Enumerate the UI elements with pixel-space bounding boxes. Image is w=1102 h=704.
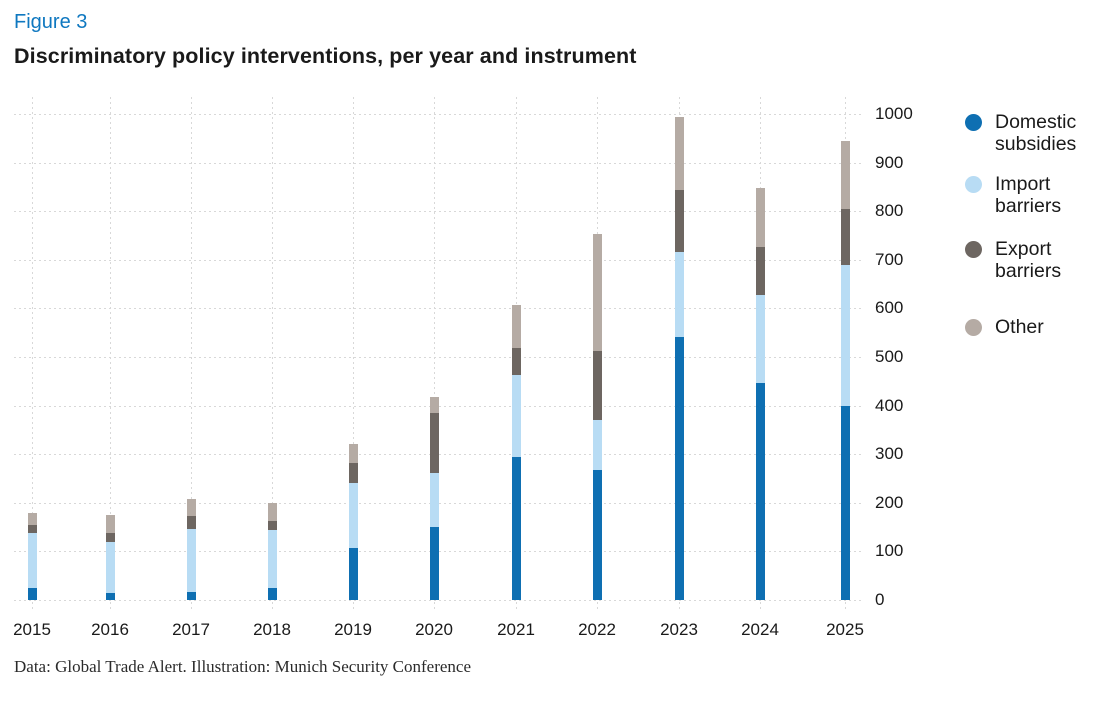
bar-segment-other (105, 514, 115, 534)
gridline-horizontal (14, 259, 861, 261)
bar-segment-export-barriers (840, 208, 850, 266)
legend-item-import-barriers: Import barriers (965, 173, 1062, 217)
y-axis-tick-label: 400 (875, 395, 904, 415)
bar-segment-domestic-subsidies (348, 547, 358, 600)
gridline-vertical (272, 97, 273, 610)
bar-segment-import-barriers (267, 529, 277, 589)
bar-segment-export-barriers (755, 246, 765, 295)
bar-segment-import-barriers (348, 482, 358, 548)
legend-label-export-barriers: Export barriers (995, 238, 1062, 282)
y-axis-tick-label: 0 (875, 590, 885, 609)
bar-segment-domestic-subsidies (840, 405, 850, 600)
y-axis-tick-label: 100 (875, 541, 904, 561)
bar-segment-domestic-subsidies (27, 587, 37, 600)
bar-segment-import-barriers (674, 251, 684, 337)
bar-segment-export-barriers (429, 413, 439, 473)
x-axis-year-label: 2016 (91, 620, 129, 639)
gridline-vertical (110, 97, 111, 610)
legend-label-domestic-subsidies: Domestic subsidies (995, 111, 1077, 155)
bar-segment-other (755, 188, 765, 247)
x-axis-year-label: 2023 (660, 620, 698, 639)
bar-segment-domestic-subsidies (267, 588, 277, 600)
x-axis-year-label: 2022 (578, 620, 616, 639)
bar-segment-domestic-subsidies (592, 470, 602, 600)
gridline-horizontal (14, 308, 861, 310)
gridline-vertical (32, 97, 33, 610)
x-axis-year-label: 2025 (826, 620, 864, 639)
x-axis-year-label: 2018 (253, 620, 291, 639)
y-axis-tick-label: 300 (875, 444, 904, 464)
bar-segment-other (348, 443, 358, 463)
bar-segment-domestic-subsidies (511, 456, 521, 600)
gridline-horizontal (14, 114, 861, 115)
legend-dot-export-barriers (965, 241, 982, 258)
bar-segment-export-barriers (592, 350, 602, 421)
gridline-vertical (191, 97, 192, 610)
bar-segment-export-barriers (348, 462, 358, 483)
gridline-horizontal (14, 357, 861, 358)
bar-segment-other (267, 502, 277, 521)
bar-segment-other (674, 116, 684, 190)
bar-segment-domestic-subsidies (105, 592, 115, 600)
y-axis-tick-label: 500 (875, 347, 904, 366)
x-axis-year-label: 2015 (13, 620, 51, 639)
bar-segment-import-barriers (840, 265, 850, 406)
bar-segment-domestic-subsidies (186, 591, 196, 600)
bar-segment-export-barriers (511, 348, 521, 375)
legend-dot-other (965, 319, 982, 336)
bar-segment-export-barriers (267, 520, 277, 530)
bar-segment-import-barriers (592, 420, 602, 471)
bar-segment-import-barriers (511, 374, 521, 457)
y-axis-tick-label: 900 (875, 152, 904, 172)
figure-label: Figure 3 (14, 11, 88, 33)
bar-segment-import-barriers (186, 529, 196, 592)
bar-segment-domestic-subsidies (674, 336, 684, 600)
x-axis-year-label: 2021 (497, 620, 535, 639)
x-axis-year-label: 2020 (415, 620, 453, 639)
bar-segment-domestic-subsidies (755, 382, 765, 600)
x-axis-year-label: 2017 (172, 620, 210, 639)
bar-segment-export-barriers (27, 524, 37, 534)
bar-segment-other (429, 397, 439, 414)
bar-segment-import-barriers (429, 472, 439, 527)
legend-item-other: Other (965, 316, 1044, 339)
legend-dot-domestic-subsidies (965, 114, 982, 131)
chart-title: Discriminatory policy interventions, per… (14, 44, 637, 68)
bar-segment-export-barriers (186, 516, 196, 530)
gridline-horizontal (14, 162, 861, 164)
bar-segment-other (840, 141, 850, 209)
legend-dot-import-barriers (965, 176, 982, 193)
bar-segment-export-barriers (674, 189, 684, 252)
bar-segment-export-barriers (105, 533, 115, 542)
y-axis-tick-label: 800 (875, 201, 904, 221)
gridline-vertical (434, 97, 435, 610)
legend-item-domestic-subsidies: Domestic subsidies (965, 111, 1077, 155)
x-axis-year-label: 2019 (334, 620, 372, 639)
y-axis-tick-label: 1000 (875, 104, 913, 123)
bar-segment-other (511, 304, 521, 349)
x-axis-year-label: 2024 (741, 620, 779, 639)
bar-segment-import-barriers (105, 541, 115, 593)
bar-segment-other (27, 512, 37, 525)
bar-segment-import-barriers (755, 294, 765, 383)
legend-label-other: Other (995, 316, 1044, 338)
source-credit: Data: Global Trade Alert. Illustration: … (14, 657, 472, 676)
bar-segment-domestic-subsidies (429, 526, 439, 600)
bar-segment-other (592, 234, 602, 351)
y-axis-tick-label: 200 (875, 492, 904, 512)
bar-segment-other (186, 499, 196, 517)
legend-item-export-barriers: Export barriers (965, 238, 1062, 282)
gridline-horizontal (14, 211, 861, 213)
y-axis-tick-label: 700 (875, 249, 904, 269)
bar-segment-import-barriers (27, 533, 37, 588)
y-axis-tick-label: 600 (875, 298, 904, 318)
gridline-horizontal (14, 600, 861, 601)
gridline-vertical (353, 97, 354, 610)
legend-label-import-barriers: Import barriers (995, 173, 1062, 217)
